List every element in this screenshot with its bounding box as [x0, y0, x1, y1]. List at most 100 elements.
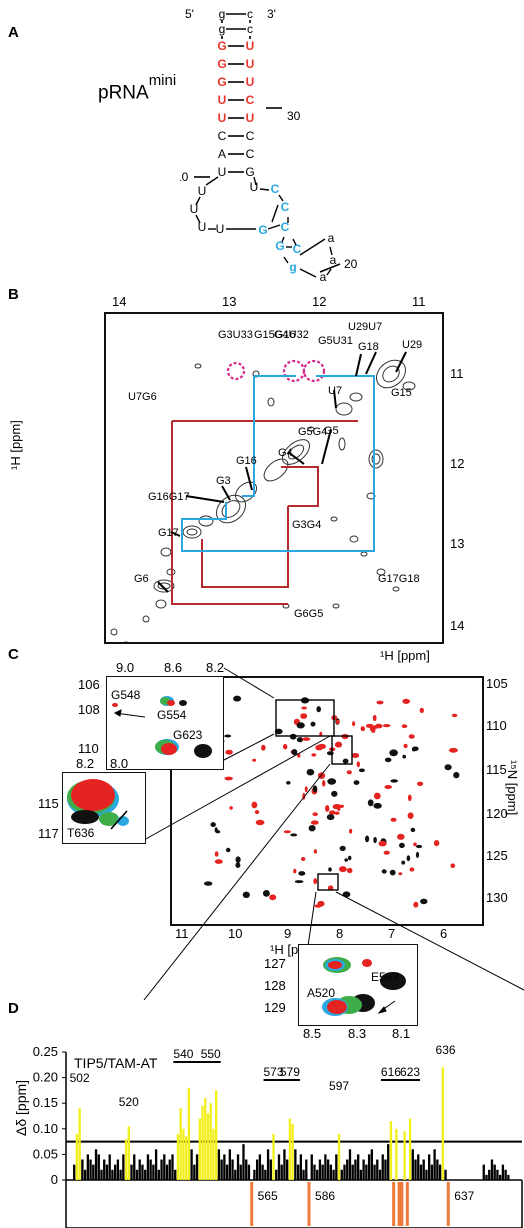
- bar: [482, 1164, 485, 1180]
- bar: [86, 1154, 89, 1180]
- hsqc-peak: [352, 721, 356, 727]
- hsqc-peak: [381, 869, 387, 874]
- missing-residue-bar: [307, 1182, 311, 1226]
- bar: [346, 1159, 349, 1180]
- hsqc-peak: [349, 828, 353, 834]
- hsqc-peak: [453, 771, 460, 779]
- panel-label-d: D: [8, 1000, 19, 1017]
- nt-20-label: 20: [344, 257, 358, 271]
- bar: [190, 1149, 193, 1180]
- hsqc-peak: [402, 754, 406, 759]
- hsqc-peak: [346, 867, 353, 874]
- hsqc-peak: [204, 881, 213, 886]
- bar: [283, 1149, 286, 1180]
- hsqc-peak: [317, 743, 326, 750]
- bar: [324, 1154, 327, 1180]
- bar: [277, 1154, 281, 1180]
- hsqc-peak: [378, 840, 387, 847]
- b-top-tick-11: 11: [412, 294, 426, 309]
- bar: [296, 1164, 300, 1180]
- svg-text:G3U33: G3U33: [218, 329, 253, 341]
- missing-residue-bar: [397, 1182, 401, 1226]
- y-axis-label: Δδ [ppm]: [13, 1080, 29, 1136]
- b-right-tick-13: 13: [450, 536, 465, 551]
- hsqc-peak: [346, 770, 352, 775]
- hsqc-peak: [225, 749, 233, 755]
- bar: [220, 1159, 223, 1180]
- hsqc-peak: [353, 780, 360, 785]
- c-y-tick-105: 105: [486, 676, 508, 691]
- bar: [204, 1098, 207, 1180]
- bar: [141, 1164, 144, 1180]
- residue-annotation: 520: [119, 1095, 139, 1109]
- y-tick-label: 0.20: [33, 1070, 58, 1085]
- hsqc-peak: [310, 721, 316, 727]
- bar: [430, 1164, 434, 1180]
- bar: [321, 1164, 324, 1180]
- bar: [239, 1164, 242, 1180]
- bar: [242, 1144, 245, 1180]
- bar: [419, 1164, 423, 1180]
- hsqc-peak: [342, 758, 349, 764]
- hsqc-peak: [401, 860, 406, 865]
- hsqc-peak: [319, 731, 323, 737]
- three-prime-label: 3': [267, 7, 276, 21]
- svg-text:U: U: [198, 184, 207, 198]
- inset3-x-tick-8.1: 8.1: [392, 1026, 411, 1041]
- hsqc-peak: [403, 743, 408, 749]
- bar: [438, 1164, 442, 1180]
- bar: [111, 1169, 114, 1180]
- bar: [340, 1169, 343, 1180]
- zoom-inset-t636: T636: [62, 772, 146, 844]
- bar: [485, 1174, 488, 1180]
- hsqc-peak: [402, 698, 411, 704]
- hsqc-peak: [406, 855, 411, 862]
- hsqc-peak: [327, 778, 337, 785]
- svg-text:G15: G15: [391, 387, 412, 399]
- svg-text:C: C: [293, 242, 302, 256]
- bar: [335, 1154, 338, 1180]
- hsqc-peak: [419, 707, 424, 713]
- svg-text:T636: T636: [67, 826, 95, 840]
- svg-text:U: U: [216, 222, 225, 236]
- bar: [223, 1154, 226, 1180]
- svg-text:U: U: [246, 39, 255, 53]
- svg-text:g: g: [219, 7, 226, 21]
- bar: [288, 1118, 292, 1180]
- prna-title: pRNAmini: [98, 72, 177, 104]
- bar: [152, 1164, 155, 1180]
- hsqc-peak: [417, 781, 424, 786]
- bar: [493, 1164, 496, 1180]
- bar: [182, 1128, 185, 1180]
- inset1-y-tick-108: 108: [78, 702, 100, 717]
- hsqc-peak: [293, 868, 297, 874]
- hsqc-peak: [450, 863, 456, 868]
- bar: [215, 1090, 218, 1180]
- bar: [507, 1174, 510, 1180]
- hsqc-peak: [412, 748, 416, 752]
- hsqc-peak: [233, 695, 242, 702]
- hsqc-peak: [283, 743, 288, 750]
- bar: [403, 1131, 406, 1180]
- hsqc-peak: [407, 794, 412, 802]
- hsqc-spectrum: [204, 695, 460, 908]
- chart-title: TIP5/TAM-AT: [74, 1055, 158, 1071]
- bar: [168, 1159, 171, 1180]
- y-tick-label: 0.10: [33, 1121, 58, 1136]
- y-tick-label: 0.15: [33, 1095, 58, 1110]
- hsqc-peak: [310, 820, 319, 825]
- b-x-axis-label: ¹H [ppm]: [380, 648, 430, 663]
- svg-text:G: G: [258, 223, 267, 237]
- hsqc-peak: [294, 880, 304, 884]
- noesy-spectrum-panel: U29 U29U7 G4U32 G5U31 G3U33 G15G16 G18 G…: [104, 312, 444, 647]
- bar: [100, 1169, 103, 1180]
- svg-text:U7G6: U7G6: [128, 391, 157, 403]
- svg-text:C: C: [281, 200, 290, 214]
- svg-text:g: g: [289, 260, 296, 274]
- svg-text:G: G: [245, 165, 254, 179]
- pRNA-secondary-structure: 5' 3' 30 10 20 gc gc GU GU GU UC UU CC A…: [180, 7, 358, 284]
- hsqc-peak: [251, 801, 258, 809]
- hsqc-peak: [328, 810, 336, 815]
- hsqc-peak: [286, 781, 291, 785]
- hsqc-peak: [372, 714, 377, 722]
